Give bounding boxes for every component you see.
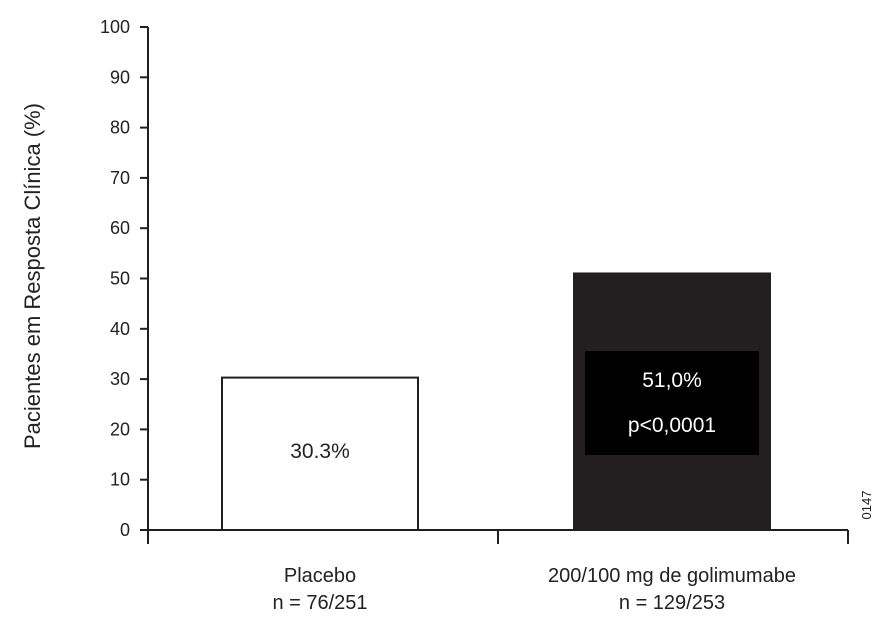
y-tick-label: 100 [100,17,130,37]
bar [221,376,419,531]
x-ticks [147,530,849,544]
data-label: 30.3% [290,440,350,463]
category-labels: Placebo n = 76/251 200/100 mg de golimumab… [272,565,796,614]
x-axis [147,529,849,544]
y-tick-label: 20 [110,419,130,439]
category-n-label: n = 76/251 [272,592,367,614]
y-tick-label: 90 [110,67,130,87]
y-axis-label: Pacientes em Resposta Clínica (%) [20,103,45,449]
data-label-pvalue: p<0,0001 [628,414,716,437]
category-label: 200/100 mg de golimumabe [548,565,796,587]
y-tick-label: 50 [110,269,130,289]
figure-code: 0147 [859,491,874,520]
y-ticks: 0 10 20 30 40 50 60 70 80 90 100 [100,17,148,540]
y-axis: 0 10 20 30 40 50 60 70 80 90 100 [100,17,149,540]
y-tick-label: 80 [110,118,130,138]
y-tick-label: 70 [110,168,130,188]
y-tick-label: 40 [110,319,130,339]
value-labels: 30.3% 51,0% p<0,0001 [290,351,759,463]
category-n-label: n = 129/253 [619,592,725,614]
y-tick-label: 0 [120,520,130,540]
y-tick-label: 30 [110,369,130,389]
category-label: Placebo [284,565,356,587]
y-tick-label: 10 [110,470,130,490]
data-label: 51,0% [642,369,702,392]
data-label-box [585,351,759,455]
y-tick-label: 60 [110,218,130,238]
